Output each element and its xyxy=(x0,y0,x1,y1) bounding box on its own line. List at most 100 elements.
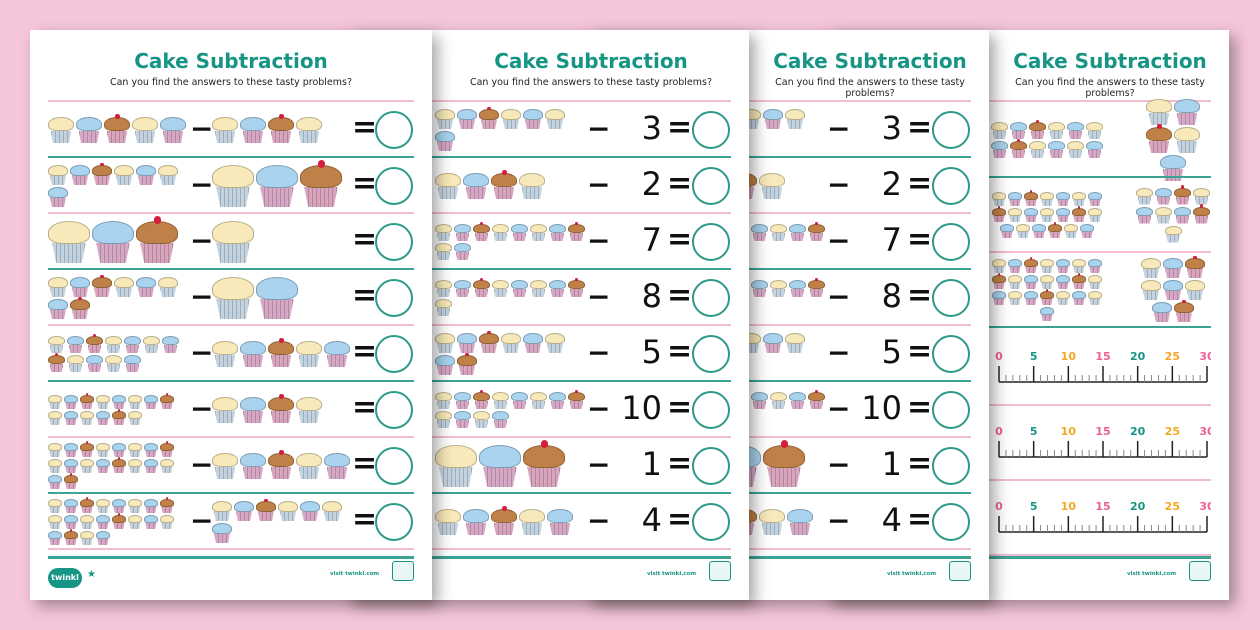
equals-sign: = xyxy=(352,446,378,481)
answer-circle[interactable] xyxy=(932,111,970,149)
cupcake-icon xyxy=(473,389,490,409)
cupcake-icon xyxy=(1048,122,1065,139)
answer-circle[interactable] xyxy=(375,279,413,317)
cupcake-icon xyxy=(1040,289,1054,305)
answer-circle[interactable] xyxy=(932,167,970,205)
divider xyxy=(845,404,1211,406)
cupcake-icon xyxy=(64,395,78,409)
subtract-number: 8 xyxy=(641,277,662,315)
minus-sign: − xyxy=(827,168,851,201)
subtrahend-cupcakes xyxy=(212,327,352,381)
cupcake-icon xyxy=(547,509,573,535)
cupcake-icon xyxy=(70,165,90,185)
cupcake-icon xyxy=(1029,119,1046,139)
answer-circle[interactable] xyxy=(375,391,413,429)
answer-circle[interactable] xyxy=(692,391,730,429)
subtract-number: 10 xyxy=(861,389,902,427)
answer-circle[interactable] xyxy=(375,447,413,485)
cupcake-icon xyxy=(48,515,62,529)
cupcake-icon xyxy=(1146,99,1172,125)
subtract-number: 10 xyxy=(621,389,662,427)
minus-sign: − xyxy=(827,504,851,537)
cupcake-icon xyxy=(808,277,825,297)
cupcake-icon xyxy=(1040,259,1054,273)
tick-label: 5 xyxy=(1030,500,1038,513)
divider xyxy=(845,326,1211,328)
cupcake-icon xyxy=(549,392,566,409)
cupcake-icon xyxy=(1185,280,1205,300)
answer-circle[interactable] xyxy=(692,223,730,261)
cupcakes xyxy=(435,327,585,381)
cupcake-icon xyxy=(511,224,528,241)
cupcake-icon xyxy=(92,274,112,297)
footer-divider xyxy=(605,556,971,559)
tick-label: 20 xyxy=(1130,425,1146,438)
star-icon: ★ xyxy=(87,569,96,580)
cupcake-icon xyxy=(1072,192,1086,206)
answer-circle[interactable] xyxy=(692,335,730,373)
answer-circle[interactable] xyxy=(375,167,413,205)
tick-label: 15 xyxy=(1095,350,1110,363)
divider xyxy=(845,251,1211,253)
cupcake-icon xyxy=(268,113,294,143)
answer-circle[interactable] xyxy=(692,503,730,541)
cupcake-icon xyxy=(770,392,787,409)
cupcake-icon xyxy=(92,162,112,185)
minus-sign: − xyxy=(587,336,611,369)
answer-circle[interactable] xyxy=(692,111,730,149)
cupcake-icon xyxy=(789,224,806,241)
cupcake-icon xyxy=(435,445,477,487)
answer-circle[interactable] xyxy=(375,335,413,373)
cupcake-icon xyxy=(530,224,547,241)
answer-circle[interactable] xyxy=(375,503,413,541)
minus-sign: − xyxy=(190,280,214,313)
cupcake-icon xyxy=(770,224,787,241)
cupcake-icon xyxy=(759,509,785,535)
cupcake-icon xyxy=(143,336,160,353)
cupcake-icon xyxy=(435,280,452,297)
cupcake-icon xyxy=(112,443,126,457)
cupcake-icon xyxy=(473,221,490,241)
cupcake-icon xyxy=(1146,123,1172,153)
divider xyxy=(48,212,414,214)
subtract-number: 3 xyxy=(641,109,662,147)
answer-circle[interactable] xyxy=(375,111,413,149)
divider xyxy=(605,548,971,550)
divider xyxy=(365,324,731,326)
answer-circle[interactable] xyxy=(932,447,970,485)
cupcake-icon xyxy=(48,299,68,319)
answer-circle[interactable] xyxy=(375,223,413,261)
minuend-cupcakes xyxy=(48,383,188,437)
cupcake-icon xyxy=(67,336,84,353)
answer-circle[interactable] xyxy=(692,447,730,485)
minuend-cupcakes xyxy=(48,327,188,381)
divider xyxy=(605,100,971,102)
answer-circle[interactable] xyxy=(932,503,970,541)
cupcake-icon xyxy=(324,453,350,479)
divider xyxy=(48,100,414,102)
answer-circle[interactable] xyxy=(932,335,970,373)
cupcake-icon xyxy=(96,395,110,409)
subtract-number: 5 xyxy=(641,333,662,371)
divider xyxy=(605,212,971,214)
cupcake-icon xyxy=(1032,224,1046,238)
cupcake-icon xyxy=(212,501,232,521)
answer-circle[interactable] xyxy=(692,167,730,205)
answer-circle[interactable] xyxy=(692,279,730,317)
table-row: − = xyxy=(48,494,414,550)
cupcake-icon xyxy=(1164,225,1182,243)
cupcake-icon xyxy=(64,473,78,489)
minus-sign: − xyxy=(827,280,851,313)
cupcake-icon xyxy=(64,499,78,513)
answer-circle[interactable] xyxy=(932,391,970,429)
answer-circle[interactable] xyxy=(932,223,970,261)
answer-circle[interactable] xyxy=(932,279,970,317)
divider xyxy=(48,492,414,494)
cupcake-pile xyxy=(1135,99,1211,181)
cupcake-icon xyxy=(76,117,102,143)
minus-sign: − xyxy=(827,448,851,481)
cupcake-icon xyxy=(322,501,342,521)
cupcake-icon xyxy=(1141,280,1161,300)
cupcake-icon xyxy=(256,165,298,207)
cupcake-icon xyxy=(70,296,90,319)
